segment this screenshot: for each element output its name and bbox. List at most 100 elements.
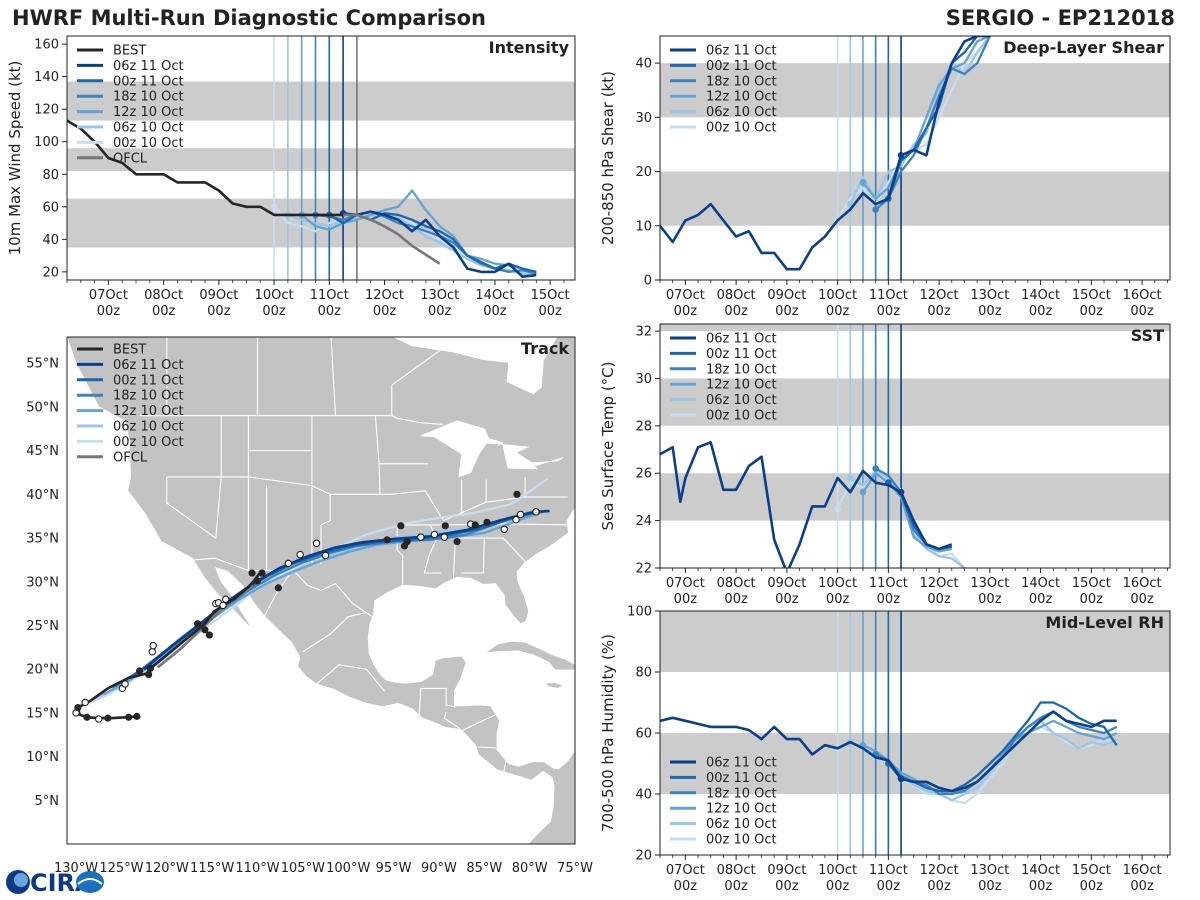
- x-tick-sublabel: 00z: [978, 304, 1002, 319]
- political-border: [330, 337, 337, 416]
- x-tick-sublabel: 00z: [674, 879, 698, 894]
- x-tick-label: 16Oct: [1123, 288, 1162, 303]
- x-tick-label: 15Oct: [1072, 576, 1111, 591]
- political-border: [462, 712, 500, 731]
- x-tick-label: 07Oct: [666, 576, 705, 591]
- legend-label-06z-10-oct: 06z 10 Oct: [113, 121, 184, 136]
- track-point-filled: [403, 537, 411, 546]
- panel-title: Deep-Layer Shear: [1003, 38, 1164, 57]
- y-tick-label: 32: [635, 325, 652, 340]
- init-marker-12z-10-oct: [859, 179, 867, 186]
- shaded-band: [67, 198, 575, 248]
- y-tick-label: 160: [34, 38, 59, 53]
- lon-tick-label: 115°W: [190, 861, 234, 876]
- track-point-filled: [483, 518, 491, 526]
- legend-label-18z-10-oct: 18z 10 Oct: [706, 786, 777, 801]
- political-border: [443, 711, 461, 730]
- legend-label-ofcl: OFCL: [113, 151, 148, 166]
- cuba-island: [483, 640, 575, 671]
- track-point-filled: [453, 537, 461, 546]
- y-tick-label: 40: [42, 233, 59, 248]
- lat-tick-label: 5°N: [35, 794, 60, 809]
- political-border: [452, 538, 456, 580]
- axes-frame: [659, 35, 1171, 281]
- shaded-band: [660, 378, 1170, 426]
- x-tick-sublabel: 00z: [483, 304, 507, 319]
- cira-logo-emblem-icon: [76, 871, 104, 893]
- x-tick-label: 10Oct: [818, 863, 857, 878]
- x-tick-label: 08Oct: [717, 288, 756, 303]
- legend-label-00z-10-oct: 00z 10 Oct: [706, 833, 777, 848]
- y-axis-label: Sea Surface Temp (°C): [599, 361, 617, 530]
- panel-title: Track: [521, 339, 569, 358]
- x-tick-sublabel: 00z: [877, 592, 901, 607]
- shaded-band: [660, 611, 1170, 672]
- track-point-open: [219, 601, 227, 610]
- series-line-18z-10-oct: [874, 36, 991, 211]
- x-tick-label: 14Oct: [1021, 576, 1060, 591]
- x-tick-sublabel: 00z: [724, 592, 748, 607]
- y-tick-label: 80: [635, 666, 652, 681]
- y-tick-label: 30: [635, 372, 652, 387]
- track-point-open: [512, 515, 520, 524]
- y-axis-label: 200-850 hPa Shear (kt): [599, 71, 617, 245]
- legend-label-ofcl: OFCL: [113, 450, 148, 465]
- hudson-bay: [393, 337, 558, 395]
- x-tick-label: 10Oct: [818, 576, 857, 591]
- legend-label-06z-11-oct: 06z 11 Oct: [113, 358, 184, 373]
- y-tick-label: 100: [627, 605, 652, 620]
- init-marker-06z-11-oct: [897, 488, 905, 496]
- legend-label-18z-10-oct: 18z 10 Oct: [113, 90, 184, 105]
- cira-logo-swirl-icon: [14, 873, 28, 887]
- x-tick-sublabel: 00z: [674, 304, 698, 319]
- lat-tick-label: 30°N: [26, 575, 59, 590]
- series-line-12z-10-oct: [862, 36, 991, 200]
- y-tick-label: 28: [635, 419, 652, 434]
- legend-label-06z-11-oct: 06z 11 Oct: [706, 332, 777, 347]
- y-tick-label: 10: [635, 219, 652, 234]
- x-tick-label: 14Oct: [1021, 863, 1060, 878]
- x-tick-sublabel: 00z: [1130, 592, 1154, 607]
- political-border: [193, 557, 374, 619]
- track-point-open: [430, 530, 439, 539]
- x-tick-label: 13Oct: [970, 576, 1009, 591]
- x-tick-sublabel: 00z: [877, 879, 901, 894]
- lon-tick-label: 120°W: [145, 861, 189, 876]
- track-point-open: [148, 647, 157, 656]
- legend-label-18z-10-oct: 18z 10 Oct: [706, 362, 777, 377]
- track-point-open: [222, 595, 230, 603]
- legend-label-06z-10-oct: 06z 10 Oct: [706, 817, 777, 832]
- track-point-filled: [253, 577, 262, 585]
- x-tick-sublabel: 00z: [373, 304, 397, 319]
- init-marker-18z-10-oct: [872, 465, 879, 472]
- y-tick-label: 0: [644, 274, 652, 289]
- track-point-open: [417, 533, 425, 541]
- shaded-band: [660, 473, 1170, 521]
- series-line-06z-11-oct: [342, 210, 537, 279]
- x-tick-sublabel: 00z: [775, 592, 799, 607]
- x-tick-sublabel: 00z: [1080, 304, 1104, 319]
- lat-tick-label: 35°N: [26, 532, 59, 547]
- y-tick-label: 80: [42, 168, 59, 183]
- x-tick-sublabel: 00z: [428, 304, 452, 319]
- x-tick-label: 16Oct: [1123, 863, 1162, 878]
- x-tick-sublabel: 00z: [826, 304, 850, 319]
- track-point-open: [312, 539, 321, 548]
- lat-tick-label: 40°N: [26, 488, 59, 503]
- x-tick-label: 11Oct: [310, 288, 349, 303]
- panel-title: Mid-Level RH: [1045, 613, 1164, 632]
- legend-label-00z-11-oct: 00z 11 Oct: [706, 347, 777, 362]
- series-line-best: [67, 119, 344, 217]
- track-point-filled: [513, 490, 521, 498]
- legend-label-00z-11-oct: 00z 11 Oct: [113, 74, 184, 89]
- political-border: [139, 415, 443, 425]
- y-tick-label: 60: [635, 727, 652, 742]
- x-tick-label: 08Oct: [717, 863, 756, 878]
- legend-label-00z-10-oct: 00z 10 Oct: [706, 409, 777, 424]
- track-point-filled: [205, 631, 214, 639]
- track-point-filled: [471, 521, 479, 529]
- lon-tick-label: 75°W: [557, 861, 593, 876]
- x-tick-label: 09Oct: [199, 288, 238, 303]
- y-tick-label: 100: [34, 135, 59, 150]
- track-point-open: [532, 508, 540, 516]
